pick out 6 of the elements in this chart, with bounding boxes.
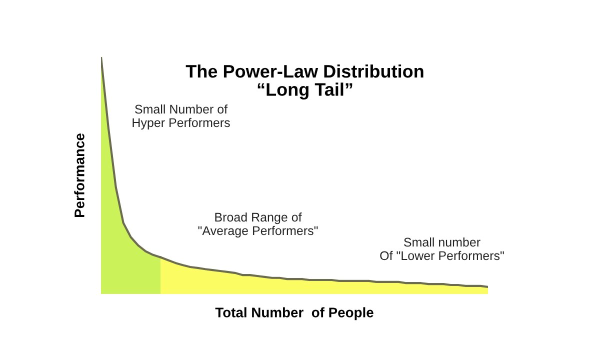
text: The Power-Law Distribution “Long Tail”: [186, 64, 424, 100]
y-axis-title: Performance: [74, 134, 84, 218]
annotation: Broad Range of "Average Performers": [198, 212, 318, 238]
annotation: Small number Of "Lower Performers": [380, 237, 504, 260]
x-axis-title: Total Number of People: [215, 307, 374, 320]
annotation: Small Number of Hyper Performers: [132, 104, 230, 130]
